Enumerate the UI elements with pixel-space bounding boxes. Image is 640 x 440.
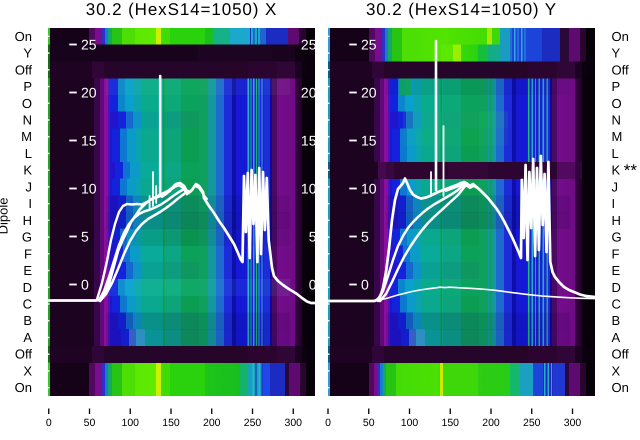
svg-text:G: G [22,230,32,245]
svg-text:15: 15 [361,133,377,149]
svg-text:250: 250 [523,417,541,429]
svg-text:P: P [23,79,32,94]
svg-text:0: 0 [81,277,89,293]
svg-text:C: C [23,297,32,312]
svg-text:K **: K ** [612,161,638,180]
svg-text:I: I [612,196,616,211]
svg-text:200: 200 [482,417,500,429]
svg-text:P: P [612,79,621,94]
svg-text:N: N [612,113,621,128]
svg-text:Off: Off [15,62,32,77]
svg-text:On: On [612,380,629,395]
svg-text:20: 20 [301,85,317,101]
svg-text:0: 0 [309,277,317,293]
svg-text:150: 150 [441,417,459,429]
svg-text:50: 50 [84,417,96,429]
svg-text:250: 250 [244,417,262,429]
svg-text:15: 15 [301,133,317,149]
svg-text:100: 100 [401,417,419,429]
svg-text:On: On [15,29,32,44]
svg-text:0: 0 [46,417,52,429]
svg-text:Off: Off [612,62,629,77]
svg-text:10: 10 [81,181,97,197]
svg-text:200: 200 [203,417,221,429]
svg-text:100: 100 [121,417,139,429]
svg-text:H: H [23,213,32,228]
svg-text:300: 300 [564,417,582,429]
svg-text:C: C [612,297,621,312]
svg-text:E: E [23,263,32,278]
svg-text:25: 25 [301,37,317,53]
svg-text:On: On [15,380,32,395]
svg-text:O: O [612,96,622,111]
svg-text:O: O [22,96,32,111]
svg-text:X: X [23,363,32,378]
svg-text:D: D [612,280,621,295]
svg-text:M: M [612,129,623,144]
svg-text:K: K [23,163,32,178]
svg-text:30.2 (HexS14=1050) Y: 30.2 (HexS14=1050) Y [366,0,557,19]
svg-text:Off: Off [15,347,32,362]
svg-text:50: 50 [363,417,375,429]
svg-text:A: A [23,330,32,345]
svg-text:Off: Off [612,347,629,362]
svg-text:10: 10 [301,181,317,197]
svg-text:A: A [612,330,621,345]
svg-text:Y: Y [612,46,621,61]
svg-text:5: 5 [81,229,89,245]
svg-text:15: 15 [81,133,97,149]
svg-text:H: H [612,213,621,228]
svg-text:5: 5 [309,229,317,245]
svg-text:10: 10 [361,181,377,197]
svg-text:Dipole: Dipole [0,198,11,235]
svg-text:150: 150 [162,417,180,429]
svg-text:I: I [28,196,32,211]
svg-text:0: 0 [325,417,331,429]
svg-text:20: 20 [361,85,377,101]
svg-text:Y: Y [23,46,32,61]
svg-text:F: F [612,246,620,261]
svg-text:F: F [24,246,32,261]
svg-text:B: B [23,313,32,328]
svg-text:B: B [612,313,621,328]
svg-text:L: L [612,146,619,161]
svg-text:On: On [612,29,629,44]
svg-text:300: 300 [284,417,302,429]
svg-text:25: 25 [81,37,97,53]
svg-text:G: G [612,230,622,245]
svg-text:D: D [23,280,32,295]
svg-text:X: X [612,363,621,378]
svg-text:M: M [21,129,32,144]
svg-text:L: L [25,146,32,161]
svg-text:J: J [26,179,33,194]
svg-text:N: N [23,113,32,128]
svg-text:E: E [612,263,621,278]
svg-text:5: 5 [361,229,369,245]
svg-text:25: 25 [361,37,377,53]
svg-text:J: J [612,179,619,194]
svg-text:0: 0 [361,277,369,293]
svg-text:20: 20 [81,85,97,101]
svg-text:30.2 (HexS14=1050) X: 30.2 (HexS14=1050) X [86,0,277,19]
